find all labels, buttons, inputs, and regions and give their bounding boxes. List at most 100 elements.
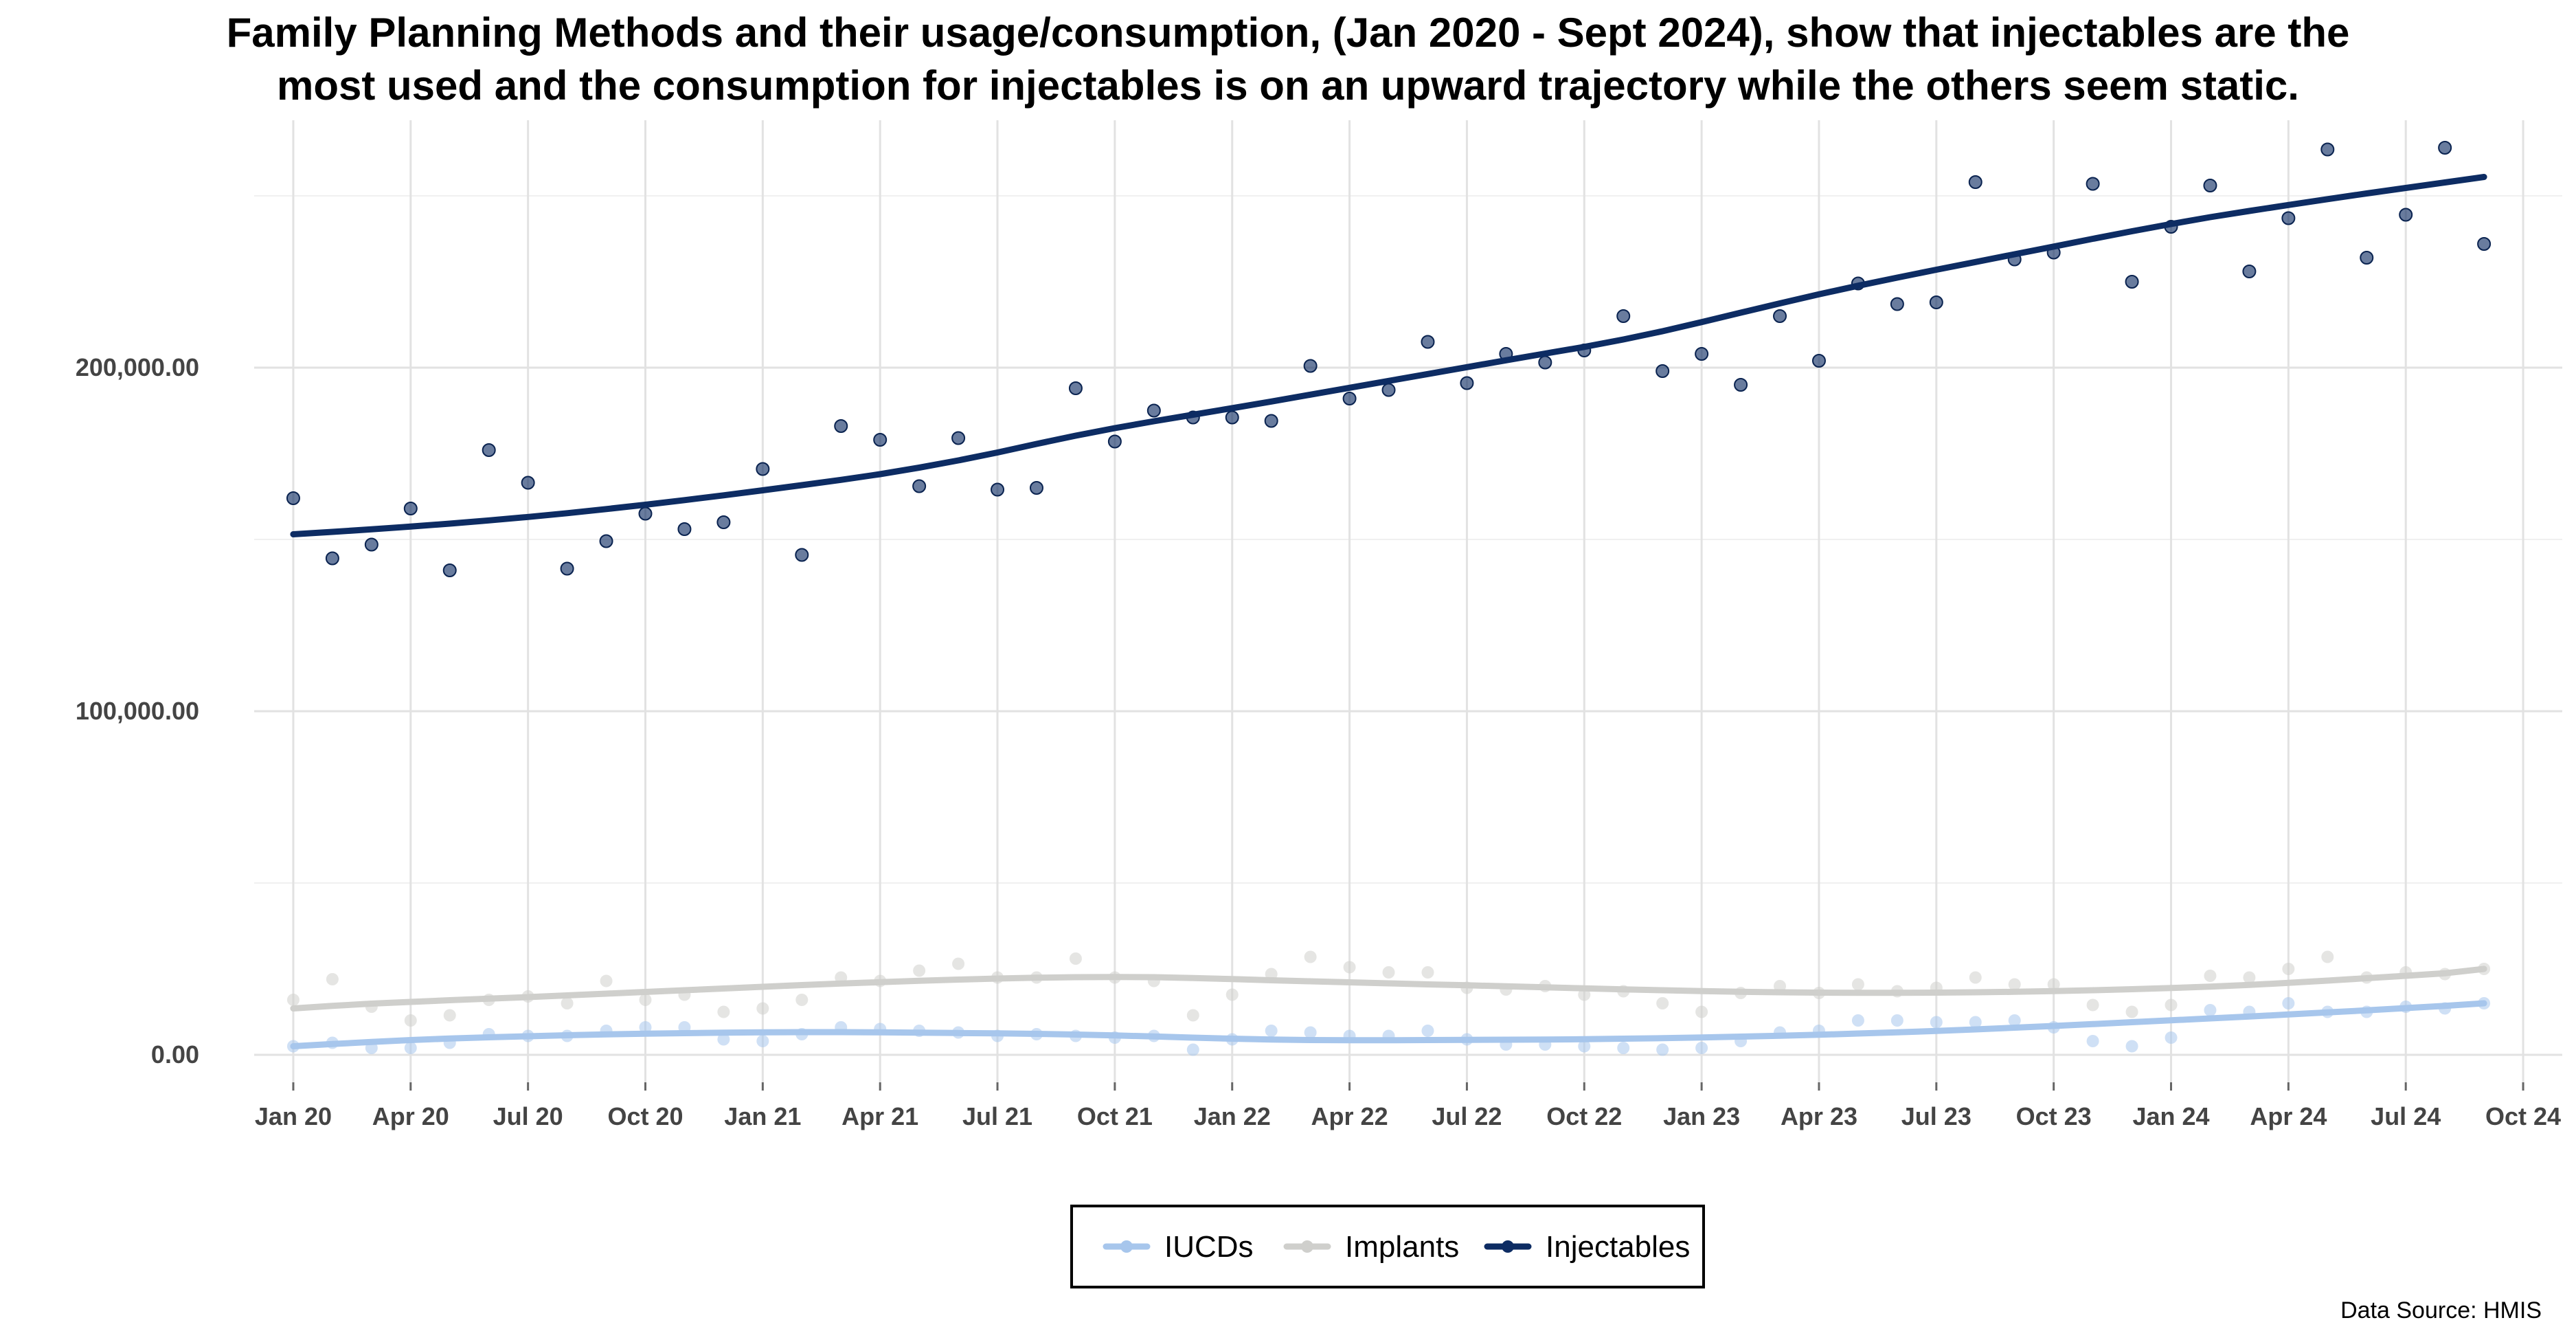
data-point bbox=[1538, 355, 1552, 370]
data-point bbox=[599, 534, 613, 548]
data-point bbox=[2047, 978, 2060, 991]
chart-title-line-1: Family Planning Methods and their usage/… bbox=[227, 10, 2350, 56]
data-point bbox=[1186, 1009, 1199, 1022]
y-tick-label: 100,000.00 bbox=[76, 697, 199, 725]
data-point bbox=[1890, 297, 1904, 311]
data-point bbox=[795, 548, 809, 562]
data-point bbox=[1381, 383, 1396, 397]
data-point bbox=[2203, 179, 2217, 192]
data-point bbox=[1304, 1026, 1317, 1039]
data-point bbox=[1460, 376, 1474, 390]
data-point bbox=[2243, 971, 2256, 984]
legend-label: Injectables bbox=[1546, 1230, 1690, 1264]
x-tick-label: Jan 21 bbox=[724, 1102, 801, 1130]
data-point bbox=[2399, 208, 2413, 222]
data-point bbox=[873, 433, 888, 447]
legend-key-point bbox=[1301, 1240, 1313, 1253]
data-point bbox=[561, 997, 574, 1009]
data-point bbox=[2125, 1040, 2138, 1053]
chart-title: Family Planning Methods and their usage/… bbox=[227, 10, 2350, 109]
data-source-caption: Data Source: HMIS bbox=[2340, 1297, 2542, 1324]
data-point bbox=[1421, 1025, 1434, 1037]
data-point bbox=[1382, 966, 1395, 979]
data-point bbox=[521, 476, 535, 490]
legend-box bbox=[1070, 1205, 1705, 1288]
data-point bbox=[2477, 237, 2492, 251]
data-point bbox=[2086, 998, 2099, 1012]
data-point bbox=[2165, 1031, 2178, 1044]
data-point bbox=[795, 994, 809, 1006]
data-point bbox=[1303, 359, 1318, 373]
data-point bbox=[2086, 1035, 2099, 1047]
data-point bbox=[1969, 971, 1982, 984]
data-point bbox=[1265, 1025, 1278, 1037]
data-point bbox=[1578, 1040, 1591, 1053]
x-tick-label: Jan 23 bbox=[1663, 1102, 1740, 1130]
data-point bbox=[326, 973, 339, 985]
data-point bbox=[1890, 1014, 1903, 1027]
data-point bbox=[1773, 309, 1787, 323]
x-tick-label: Apr 22 bbox=[1311, 1102, 1388, 1130]
data-point bbox=[1617, 1042, 1630, 1054]
data-point bbox=[2282, 963, 2295, 975]
data-point bbox=[677, 522, 692, 536]
x-tick-label: Jul 23 bbox=[1901, 1102, 1971, 1130]
data-point bbox=[639, 1021, 652, 1034]
chart-title-line-2: most used and the consumption for inject… bbox=[277, 63, 2299, 109]
x-tick-label: Apr 24 bbox=[2250, 1102, 2327, 1130]
x-tick-label: Jan 24 bbox=[2132, 1102, 2209, 1130]
x-tick-label: Jan 20 bbox=[255, 1102, 332, 1130]
legend-item-iucds: IUCDs bbox=[1103, 1230, 1254, 1264]
series-implants-trend-line bbox=[290, 965, 2487, 1012]
data-point bbox=[1929, 295, 1943, 309]
plot-area bbox=[286, 141, 2492, 1056]
series-iucds-trend-line bbox=[290, 1000, 2487, 1049]
data-point bbox=[1851, 978, 1864, 991]
legend-item-implants: Implants bbox=[1283, 1230, 1459, 1264]
data-point bbox=[1421, 335, 1435, 349]
legend-key-point bbox=[1120, 1240, 1133, 1253]
data-point bbox=[1146, 403, 1161, 418]
data-point bbox=[1695, 347, 1709, 361]
data-point bbox=[2281, 211, 2296, 225]
data-point bbox=[1616, 309, 1631, 323]
data-point bbox=[2165, 998, 2178, 1012]
data-point bbox=[717, 1033, 730, 1046]
data-point bbox=[2321, 950, 2334, 963]
data-point bbox=[913, 964, 926, 977]
data-point bbox=[1304, 950, 1317, 963]
data-point bbox=[2204, 1004, 2217, 1016]
data-point bbox=[1342, 392, 1357, 405]
data-point bbox=[1107, 434, 1122, 449]
data-point bbox=[912, 479, 927, 493]
x-tick-label: Jul 24 bbox=[2371, 1102, 2441, 1130]
data-point bbox=[2438, 141, 2452, 155]
series-injectables-points bbox=[286, 141, 2492, 577]
data-point bbox=[482, 443, 496, 457]
data-point bbox=[716, 515, 731, 529]
legend-label: Implants bbox=[1345, 1230, 1459, 1264]
data-point bbox=[638, 506, 653, 521]
data-point bbox=[1969, 1016, 1982, 1029]
data-point bbox=[1068, 381, 1083, 395]
data-point bbox=[1968, 175, 1982, 189]
data-point bbox=[717, 1005, 730, 1018]
legend-label: IUCDs bbox=[1164, 1230, 1254, 1264]
y-tick-label: 200,000.00 bbox=[76, 353, 199, 381]
data-point bbox=[2242, 265, 2257, 278]
data-point bbox=[2204, 970, 2217, 982]
x-tick-label: Oct 20 bbox=[607, 1102, 683, 1130]
data-point bbox=[2125, 1005, 2138, 1018]
data-point bbox=[404, 1014, 417, 1027]
data-point bbox=[1264, 414, 1278, 428]
data-point bbox=[286, 994, 300, 1006]
x-axis: Jan 20 Apr 20 Jul 20 Oct 20 Jan 21 Apr 21 Jul … bbox=[255, 1082, 2561, 1130]
data-point bbox=[1421, 966, 1434, 979]
x-tick-label: Jul 22 bbox=[1432, 1102, 1502, 1130]
data-point bbox=[1656, 1043, 1669, 1056]
data-point bbox=[991, 482, 1005, 497]
x-tick-label: Jul 21 bbox=[962, 1102, 1032, 1130]
x-tick-label: Oct 22 bbox=[1546, 1102, 1622, 1130]
data-point bbox=[951, 431, 966, 445]
